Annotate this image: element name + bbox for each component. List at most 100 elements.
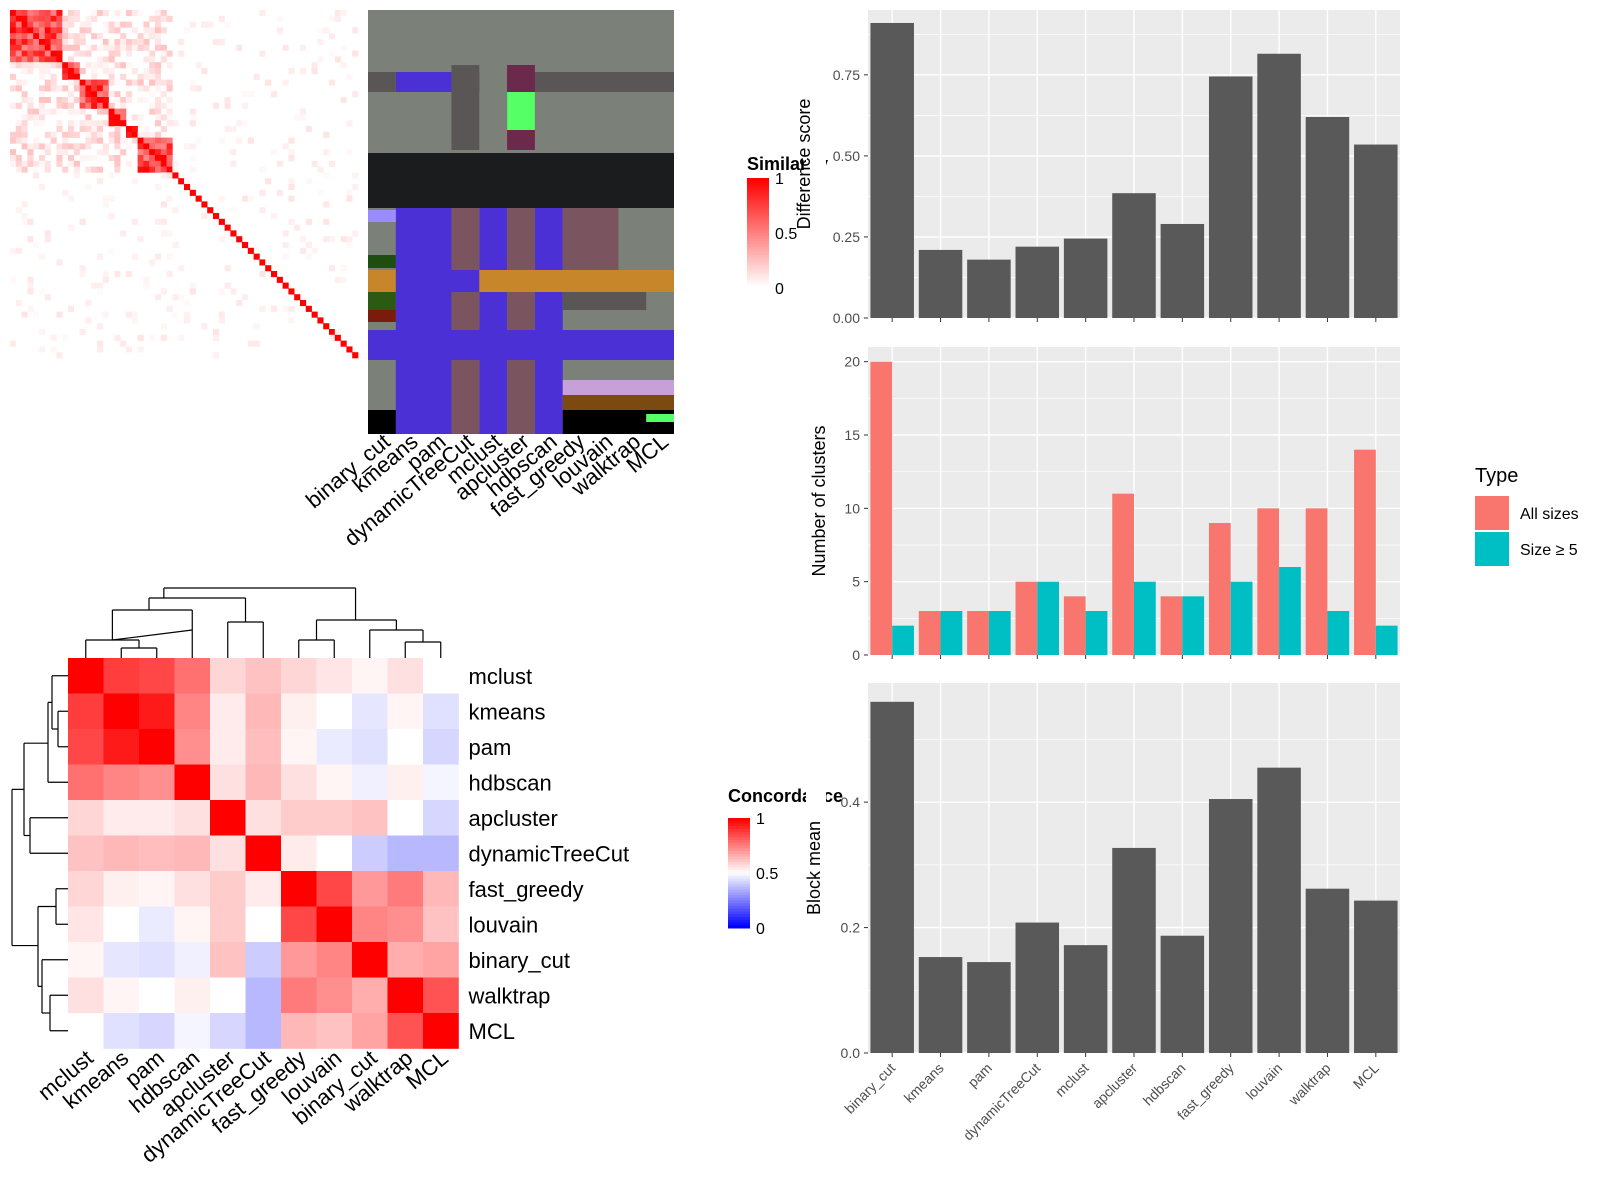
similarity-cell	[15, 10, 22, 17]
similarity-cell	[97, 79, 104, 86]
similarity-cell	[329, 79, 336, 86]
similarity-cell	[160, 160, 167, 167]
similarity-cell	[108, 108, 115, 115]
similarity-cell	[230, 288, 237, 295]
similarity-cell	[178, 334, 185, 341]
similarity-cell	[137, 149, 144, 156]
similarity-cell	[21, 166, 28, 173]
number-of-clusters-bar	[1134, 581, 1156, 655]
similarity-cell	[288, 184, 295, 191]
similarity-cell	[21, 68, 28, 75]
similarity-cell	[91, 10, 98, 17]
concordance-legend-gradient	[728, 873, 750, 877]
similarity-cell	[21, 160, 28, 167]
similarity-cell	[91, 68, 98, 75]
similarity-cell	[230, 160, 237, 167]
similarity-cell	[131, 79, 138, 86]
similarity-cell	[73, 172, 80, 179]
similarity-cell	[189, 143, 196, 150]
similarity-cell	[155, 33, 162, 40]
similarity-legend-gradient	[747, 216, 769, 220]
similarity-cell	[44, 294, 51, 301]
concordance-cell	[245, 693, 282, 730]
similarity-cell	[62, 137, 69, 144]
similarity-cell	[184, 300, 191, 307]
similarity-legend-gradient	[747, 224, 769, 228]
similarity-cell	[44, 44, 51, 51]
similarity-legend-gradient	[747, 219, 769, 223]
similarity-cell	[288, 288, 295, 295]
number-of-clusters-y-tick-label: 10	[844, 500, 860, 516]
number-of-clusters-bar	[918, 611, 941, 655]
concordance-cell	[68, 800, 104, 836]
similarity-cell	[62, 166, 69, 173]
similarity-cell	[15, 166, 22, 173]
similarity-cell	[10, 155, 17, 162]
similarity-cell	[10, 39, 17, 46]
concordance-row-label: kmeans	[469, 699, 546, 724]
similarity-cell	[15, 131, 22, 138]
similarity-cell	[288, 137, 295, 144]
similarity-cell	[120, 44, 127, 51]
block-mean-bar	[1160, 935, 1205, 1053]
concordance-legend-gradient	[728, 853, 750, 857]
similarity-cell	[317, 39, 324, 46]
similarity-cell	[33, 50, 40, 57]
difference-score-bar	[1354, 144, 1398, 318]
similarity-cell	[166, 143, 173, 150]
concordance-cell	[352, 764, 388, 801]
similarity-legend-gradient	[747, 241, 769, 245]
similarity-cell	[97, 340, 104, 347]
similarity-cell	[288, 178, 295, 185]
similarity-cell	[155, 97, 162, 104]
concordance-cell	[174, 835, 211, 872]
similarity-cell	[149, 73, 156, 80]
similarity-cell	[102, 39, 109, 46]
concordance-cell	[387, 977, 424, 1014]
similarity-cell	[50, 21, 57, 28]
similarity-cell	[108, 39, 115, 46]
similarity-cell	[56, 33, 63, 40]
similarity-cell	[305, 126, 312, 133]
concordance-cell	[423, 906, 459, 943]
similarity-cell	[68, 224, 75, 231]
similarity-cell	[39, 15, 46, 22]
similarity-cell	[44, 108, 51, 115]
similarity-cell	[259, 10, 266, 17]
similarity-legend-gradient	[747, 285, 769, 289]
similarity-cell	[242, 294, 249, 301]
similarity-cell	[155, 155, 162, 162]
concordance-legend-gradient	[728, 837, 750, 841]
similarity-cell	[68, 10, 75, 17]
similarity-cell	[160, 27, 167, 34]
similarity-legend-gradient	[747, 268, 769, 272]
similarity-cell	[44, 85, 51, 92]
type-legend-title: Type	[1475, 465, 1518, 487]
similarity-cell	[276, 160, 283, 167]
similarity-cell	[137, 137, 144, 144]
similarity-cell	[91, 44, 98, 51]
similarity-cell	[102, 276, 109, 283]
similarity-cell	[149, 131, 156, 138]
concordance-cell	[174, 977, 211, 1014]
similarity-cell	[10, 50, 17, 57]
similarity-cell	[160, 126, 167, 133]
concordance-cell	[245, 835, 282, 872]
similarity-cell	[143, 33, 150, 40]
similarity-cell	[340, 340, 347, 347]
similarity-cell	[27, 27, 34, 34]
similarity-cell	[27, 15, 34, 22]
similarity-cell	[102, 102, 109, 109]
similarity-cell	[114, 10, 121, 17]
number-of-clusters-bar	[1375, 625, 1398, 655]
concordance-cell	[68, 729, 104, 765]
similarity-cell	[323, 27, 330, 34]
number-of-clusters-bar	[1063, 596, 1086, 655]
similarity-cell	[172, 120, 179, 127]
similarity-cell	[247, 91, 254, 98]
similarity-cell	[68, 126, 75, 133]
similarity-cell	[62, 62, 69, 69]
similarity-cell	[224, 224, 231, 231]
similarity-cell	[207, 21, 214, 28]
concordance-cell	[139, 729, 175, 765]
